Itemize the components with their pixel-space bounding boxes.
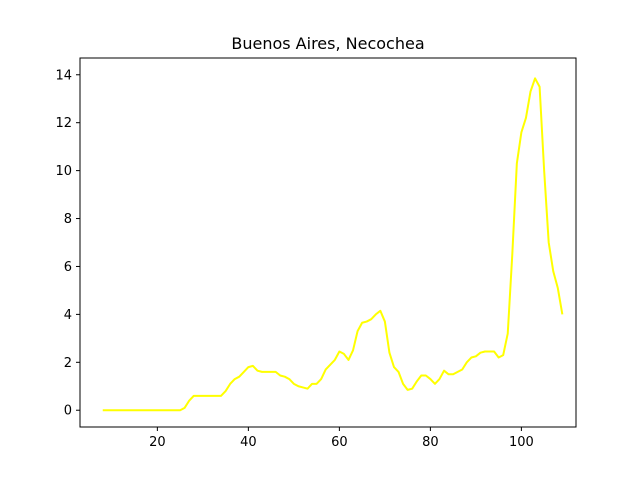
series-line-group xyxy=(102,77,564,412)
y-tick-label: 10 xyxy=(55,164,72,179)
y-tick-label: 14 xyxy=(55,68,72,83)
y-tick-label: 6 xyxy=(64,260,72,275)
y-tick-label: 4 xyxy=(64,308,72,323)
y-tick-label: 8 xyxy=(64,212,72,227)
x-tick-label: 100 xyxy=(509,435,534,450)
x-tick-label: 20 xyxy=(149,435,166,450)
x-tick-label: 60 xyxy=(331,435,348,450)
series-line-0 xyxy=(102,77,564,412)
y-tick-label: 12 xyxy=(55,116,72,131)
y-axis: 0 2 4 6 8 10 12 14 xyxy=(55,68,80,419)
chart-title: Buenos Aires, Necochea xyxy=(231,34,424,53)
x-axis: 20 40 60 80 100 xyxy=(149,427,534,450)
y-tick-label: 2 xyxy=(64,356,72,371)
x-tick-label: 40 xyxy=(240,435,257,450)
plot-frame xyxy=(79,57,577,428)
y-tick-label: 0 xyxy=(64,404,72,419)
x-tick-label: 80 xyxy=(422,435,439,450)
